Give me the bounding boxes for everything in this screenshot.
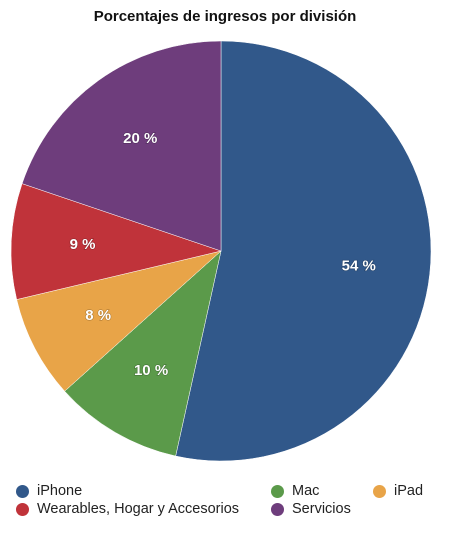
data-label-mac: 10 % bbox=[134, 362, 168, 379]
pie-chart: 54 % 10 % 8 % 9 % 20 % bbox=[10, 40, 432, 462]
pie-slice-servicios bbox=[21, 40, 222, 252]
legend-item-iphone: iPhone bbox=[16, 482, 82, 500]
legend-label-servicios: Servicios bbox=[292, 501, 351, 517]
legend-item-mac: Mac bbox=[271, 482, 319, 500]
data-label-servicios: 20 % bbox=[123, 130, 157, 147]
pie-slice-ipad bbox=[16, 250, 222, 392]
legend: iPhone Mac iPad Wearables, Hogar y Acces… bbox=[0, 478, 450, 528]
circle-swatch-icon bbox=[16, 502, 29, 516]
pie-slices bbox=[10, 40, 432, 462]
legend-item-servicios: Servicios bbox=[271, 500, 351, 518]
legend-label-iphone: iPhone bbox=[37, 483, 83, 499]
pie-data-labels: 54 % 10 % 8 % 9 % 20 % bbox=[69, 129, 376, 380]
legend-item-ipad: iPad bbox=[373, 482, 423, 500]
pie-slice-mac bbox=[64, 250, 222, 457]
circle-swatch-icon bbox=[271, 502, 284, 516]
data-label-ipad: 8 % bbox=[85, 307, 111, 324]
data-label-wearables: 9 % bbox=[70, 236, 96, 253]
circle-swatch-icon bbox=[16, 484, 29, 498]
legend-label-wearables: Wearables, Hogar y Accesorios bbox=[37, 501, 240, 517]
pie-slice-iphone bbox=[175, 40, 432, 462]
legend-item-wearables: Wearables, Hogar y Accesorios bbox=[16, 500, 239, 518]
chart-title: Porcentajes de ingresos por división bbox=[93, 8, 357, 25]
circle-swatch-icon bbox=[271, 484, 284, 498]
legend-label-ipad: iPad bbox=[394, 483, 424, 499]
legend-label-mac: Mac bbox=[292, 483, 320, 499]
data-label-iphone: 54 % bbox=[342, 258, 376, 275]
circle-swatch-icon bbox=[373, 484, 386, 498]
pie-slice-wearables bbox=[10, 183, 222, 300]
